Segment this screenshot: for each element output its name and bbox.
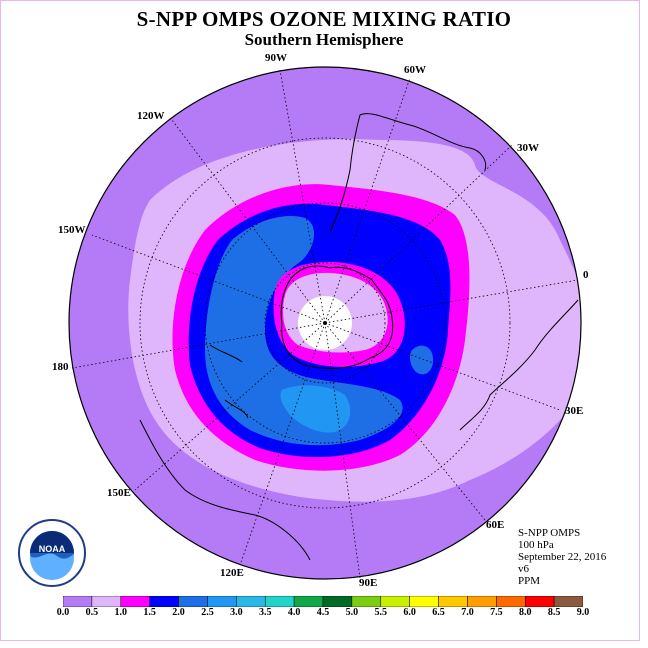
colorbar-swatch <box>524 596 555 607</box>
colorbar-swatch <box>380 596 410 607</box>
colorbar-tick-label: 0.5 <box>85 607 99 618</box>
colorbar-swatch <box>467 596 497 607</box>
lon-label-150e: 150E <box>107 487 131 499</box>
colorbar-tick-label: 7.5 <box>490 607 503 618</box>
lon-label-30w: 30W <box>517 142 539 154</box>
info-date: September 22, 2016 <box>518 551 607 563</box>
field-2.5-3.0 <box>280 385 351 433</box>
field-2.0-2.5 <box>205 216 403 446</box>
colorbar-tick-label: 1.0 <box>114 607 128 618</box>
colorbar-tick-label: 6.0 <box>403 607 416 618</box>
colorbar-swatch <box>63 596 93 607</box>
lon-label-150w: 150W <box>58 224 86 236</box>
field-0.5-1.0-east <box>534 301 581 356</box>
colorbar-swatch <box>236 596 266 607</box>
colorbar-swatch <box>293 596 324 607</box>
coastline-australia <box>139 419 311 561</box>
coastline-antarctica <box>280 265 394 370</box>
lon-label-120e: 120E <box>220 567 244 579</box>
colorbar-tick-label: 5.5 <box>374 607 388 618</box>
lon-label-0: 0 <box>583 269 589 281</box>
colorbar-tick-label: 3.0 <box>230 607 243 618</box>
colorbar-tick-label: 8.5 <box>547 607 561 618</box>
lon-label-90e: 90E <box>359 577 377 589</box>
lon-label-60e: 60E <box>486 519 504 531</box>
coastline-south-america <box>329 113 487 233</box>
colorbar-swatch <box>438 596 468 607</box>
colorbar-swatch <box>178 596 208 607</box>
colorbar-tick-label: 8.0 <box>518 607 532 618</box>
colorbar-swatch <box>553 596 583 607</box>
map-title: S-NPP OMPS OZONE MIXING RATIO <box>136 7 512 31</box>
lon-label-120w: 120W <box>137 110 165 122</box>
info-instrument: S-NPP OMPS <box>518 527 581 539</box>
info-level: 100 hPa <box>518 539 554 551</box>
colorbar-swatch <box>91 596 122 607</box>
colorbar-tick-label: 9.0 <box>576 607 590 618</box>
colorbar-tick-label: 0.0 <box>56 607 70 618</box>
colorbar-tick-label: 4.0 <box>287 607 301 618</box>
colorbar-swatch <box>264 596 295 607</box>
colorbar-tick-label: 2.5 <box>201 607 214 618</box>
noaa-logo-text: NOAA <box>39 544 66 554</box>
info-units: PPM <box>518 575 541 587</box>
colorbar-swatch <box>322 596 353 607</box>
colorbar-tick-label: 4.5 <box>316 607 330 618</box>
graticule <box>71 69 579 579</box>
colorbar-tick-label: 3.5 <box>258 607 272 618</box>
lon-label-60w: 60W <box>404 64 426 76</box>
colorbar-swatch <box>409 596 439 607</box>
longitude-labels: 90W 60W 30W 0 30E 60E 90E 120E 150E 180 … <box>52 52 589 589</box>
lon-label-180: 180 <box>52 361 69 373</box>
coastline-new-zealand <box>209 344 249 419</box>
colorbar-swatch <box>351 596 382 607</box>
colorbar-swatch <box>207 596 237 607</box>
coastline-africa <box>459 299 579 431</box>
colorbar-tick-label: 6.5 <box>432 607 445 618</box>
colorbar-swatch <box>120 596 150 607</box>
colorbar-tick-label: 5.0 <box>345 607 359 618</box>
colorbar <box>63 596 583 607</box>
colorbar-tick-label: 2.0 <box>172 607 185 618</box>
colorbar-swatch <box>496 596 526 607</box>
ozone-field <box>69 67 581 579</box>
lon-label-90w: 90W <box>265 52 287 64</box>
map-boundary <box>68 66 582 580</box>
info-version: v6 <box>518 563 529 575</box>
south-pole-marker <box>323 321 327 325</box>
colorbar-ticks: 0.0 0.5 1.0 1.5 2.0 2.5 3.0 3.5 4.0 4.5 5.0 5.5 6.0 6… <box>0 607 648 621</box>
colorbar-swatch <box>149 596 179 607</box>
colorbar-tick-label: 7.0 <box>461 607 474 618</box>
field-2.0-2.5-east <box>409 345 434 375</box>
map-subtitle: Southern Hemisphere <box>244 30 404 49</box>
info-block: S-NPP OMPS 100 hPa September 22, 2016 v6… <box>518 527 606 587</box>
lon-label-30e: 30E <box>565 405 583 417</box>
noaa-logo: NOAA <box>18 519 86 587</box>
colorbar-tick-label: 1.5 <box>143 607 156 618</box>
